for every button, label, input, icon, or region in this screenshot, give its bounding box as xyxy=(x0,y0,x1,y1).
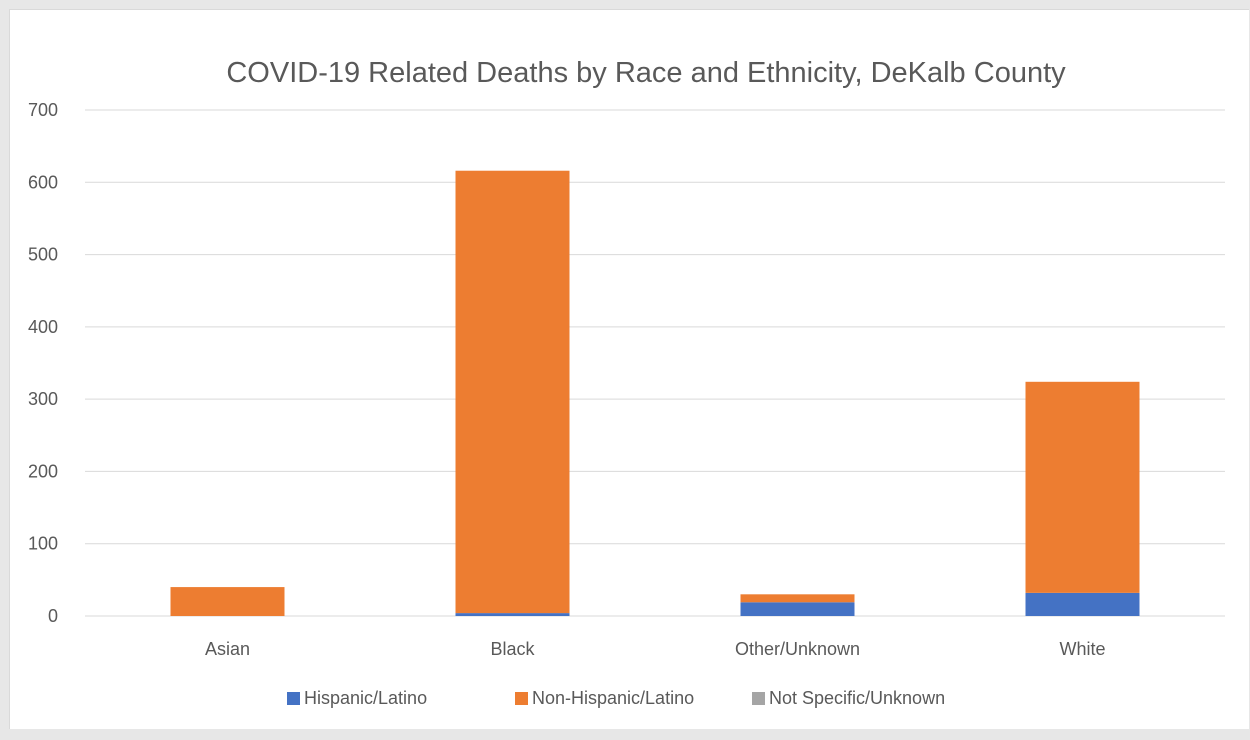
legend-label: Not Specific/Unknown xyxy=(769,688,945,708)
y-axis-ticks: 0 100 200 300 400 500 600 700 xyxy=(28,100,58,626)
chart-frame: COVID-19 Related Deaths by Race and Ethn… xyxy=(9,9,1249,729)
bar-black-non-hispanic-latino xyxy=(455,170,570,614)
legend: Hispanic/Latino Non-Hispanic/Latino Not Sp… xyxy=(287,688,945,708)
legend-label: Hispanic/Latino xyxy=(304,688,427,708)
bar-asian-non-hispanic-latino xyxy=(170,587,285,616)
bars xyxy=(170,170,1140,616)
bar-white-hispanic-latino xyxy=(1025,592,1140,616)
y-tick-label: 600 xyxy=(28,172,58,192)
gridlines xyxy=(85,109,1225,617)
y-tick-label: 100 xyxy=(28,534,58,554)
bar-other-unknown-non-hispanic-latino xyxy=(740,594,855,603)
y-tick-label: 300 xyxy=(28,389,58,409)
y-tick-label: 200 xyxy=(28,461,58,481)
x-tick-label: Asian xyxy=(205,639,250,659)
y-tick-label: 500 xyxy=(28,245,58,265)
x-tick-label: Black xyxy=(490,639,535,659)
legend-swatch xyxy=(287,692,300,705)
legend-swatch xyxy=(752,692,765,705)
y-tick-label: 0 xyxy=(48,606,58,626)
x-tick-label: White xyxy=(1059,639,1105,659)
stacked-bar-chart: COVID-19 Related Deaths by Race and Ethn… xyxy=(28,57,1225,708)
legend-label: Non-Hispanic/Latino xyxy=(532,688,694,708)
y-tick-label: 400 xyxy=(28,317,58,337)
y-tick-label: 700 xyxy=(28,100,58,120)
bar-white-non-hispanic-latino xyxy=(1025,381,1140,593)
bar-other-unknown-hispanic-latino xyxy=(740,602,855,616)
x-axis-ticks: Asian Black Other/Unknown White xyxy=(205,639,1106,659)
x-tick-label: Other/Unknown xyxy=(735,639,860,659)
chart-title: COVID-19 Related Deaths by Race and Ethn… xyxy=(226,57,1066,89)
bar-black-hispanic-latino xyxy=(455,613,570,616)
legend-swatch xyxy=(515,692,528,705)
